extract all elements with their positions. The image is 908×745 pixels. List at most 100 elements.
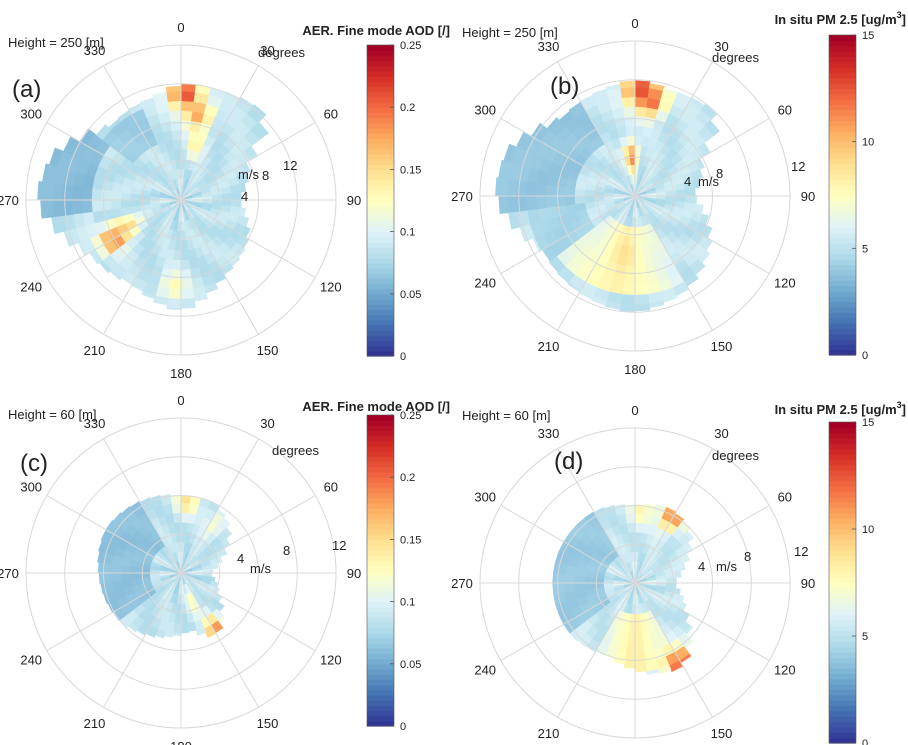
contour-cell [171, 129, 182, 141]
colorbar-segment [367, 679, 394, 686]
colorbar-segment [829, 248, 856, 255]
contour-cell [180, 230, 187, 242]
contour-cell [120, 199, 131, 209]
colorbar-segment [829, 205, 856, 212]
colorbar-tick-label: 0.15 [400, 164, 421, 176]
colorbar-segment [829, 77, 856, 84]
contour-field [37, 83, 269, 310]
colorbar-segment [367, 293, 394, 300]
angle-tick-label: 330 [538, 426, 560, 441]
height-label: Height = 60 [m] [462, 408, 551, 423]
contour-cell [61, 199, 74, 216]
contour-cell [603, 504, 615, 510]
radius-unit-label: m/s [238, 167, 259, 182]
contour-cell [634, 265, 646, 277]
radius-tick-label: 4 [237, 551, 244, 566]
colorbar-segment [367, 200, 394, 207]
colorbar-segment [367, 159, 394, 165]
colorbar-segment [829, 518, 856, 525]
angle-tick-label: 180 [170, 366, 192, 381]
contour-cell [231, 191, 242, 201]
angle-spoke [557, 61, 636, 197]
colorbar-segment [829, 512, 856, 519]
contour-cell [180, 278, 194, 290]
colorbar-segment [829, 115, 856, 121]
colorbar-segment [829, 625, 856, 632]
colorbar-segment [367, 720, 394, 727]
contour-cell [548, 255, 566, 274]
colorbar-segment [367, 236, 394, 243]
contour-cell [583, 582, 595, 590]
colorbar-segment [829, 179, 856, 185]
contour-cell [180, 100, 195, 112]
colorbar: 0 0.05 0.1 0.15 0.2 0.25 [366, 410, 421, 733]
colorbar-segment [367, 205, 394, 212]
contour-cell [172, 139, 182, 150]
colorbar-segment [367, 50, 394, 56]
colorbar-segment [829, 40, 856, 47]
contour-cell [574, 582, 585, 592]
radius-tick-label: 4 [684, 174, 691, 189]
contour-cell [110, 572, 122, 583]
angle-tick-label: 240 [20, 280, 42, 295]
colorbar-segment [367, 309, 394, 316]
contour-cell [525, 181, 537, 197]
contour-cell [71, 199, 83, 215]
colorbar-segment [367, 487, 394, 494]
contour-cell [42, 181, 55, 201]
contour-cell [100, 572, 112, 584]
colorbar-segment [367, 523, 394, 530]
angle-tick-label: 60 [778, 490, 792, 505]
angle-spoke [557, 582, 636, 718]
radius-unit-label: m/s [250, 561, 271, 576]
angle-spoke [500, 582, 636, 661]
colorbar-segment [367, 539, 394, 546]
colorbar-segment [829, 211, 856, 217]
colorbar-segment [367, 700, 394, 706]
panel-c: 0 30 60 90 120 150 180 210 240 270 300 330 4 8 12 m/s de… [0, 373, 454, 745]
colorbar-segment [367, 482, 394, 489]
contour-cell [81, 199, 93, 214]
colorbar-segment [367, 96, 394, 103]
contour-cell [167, 288, 182, 300]
angle-tick-label: 210 [538, 339, 560, 354]
radius-unit-label: m/s [716, 559, 737, 574]
contour-cell [168, 278, 182, 290]
colorbar-segment [829, 61, 856, 68]
contour-cell [97, 561, 103, 574]
colorbar-segment [367, 127, 394, 134]
contour-cell [172, 512, 182, 523]
colorbar-segment [367, 627, 394, 634]
angle-tick-label: 180 [624, 362, 646, 377]
contour-cell [180, 603, 187, 615]
colorbar-segment [367, 76, 394, 82]
colorbar-segment [367, 195, 394, 202]
colorbar-tick-label: 15 [862, 417, 874, 429]
colorbar-segment [367, 55, 394, 62]
colorbar-segment [829, 99, 856, 105]
colorbar-segment [367, 86, 394, 93]
contour-cell [153, 295, 169, 306]
polar-grid [25, 417, 337, 729]
colorbar-title: In situ PM 2.5 [ug/m3] [775, 10, 906, 27]
contour-cell [61, 184, 74, 201]
colorbar-segment [367, 314, 394, 321]
contour-cell [100, 562, 112, 574]
contour-cell [217, 517, 231, 531]
contour-cell [41, 163, 49, 183]
contour-cell [634, 633, 644, 644]
colorbar-segment [829, 464, 856, 471]
angle-tick-label: 330 [84, 416, 106, 431]
contour-cell [623, 661, 636, 669]
colorbar-tick-label: 0.05 [400, 289, 421, 301]
colorbar-tick-label: 0.15 [400, 534, 421, 546]
colorbar-title-main: In situ PM 2.5 [ug/m [775, 12, 897, 27]
colorbar-segment [367, 575, 394, 582]
angle-tick-label: 30 [714, 426, 728, 441]
colorbar-tick-label: 0.05 [400, 659, 421, 671]
colorbar-segment [367, 107, 394, 113]
contour-cell [591, 296, 608, 306]
colorbar-segment [367, 715, 394, 722]
colorbar: 0 0.05 0.1 0.15 0.2 0.25 [366, 40, 421, 363]
colorbar-segment [367, 668, 394, 675]
